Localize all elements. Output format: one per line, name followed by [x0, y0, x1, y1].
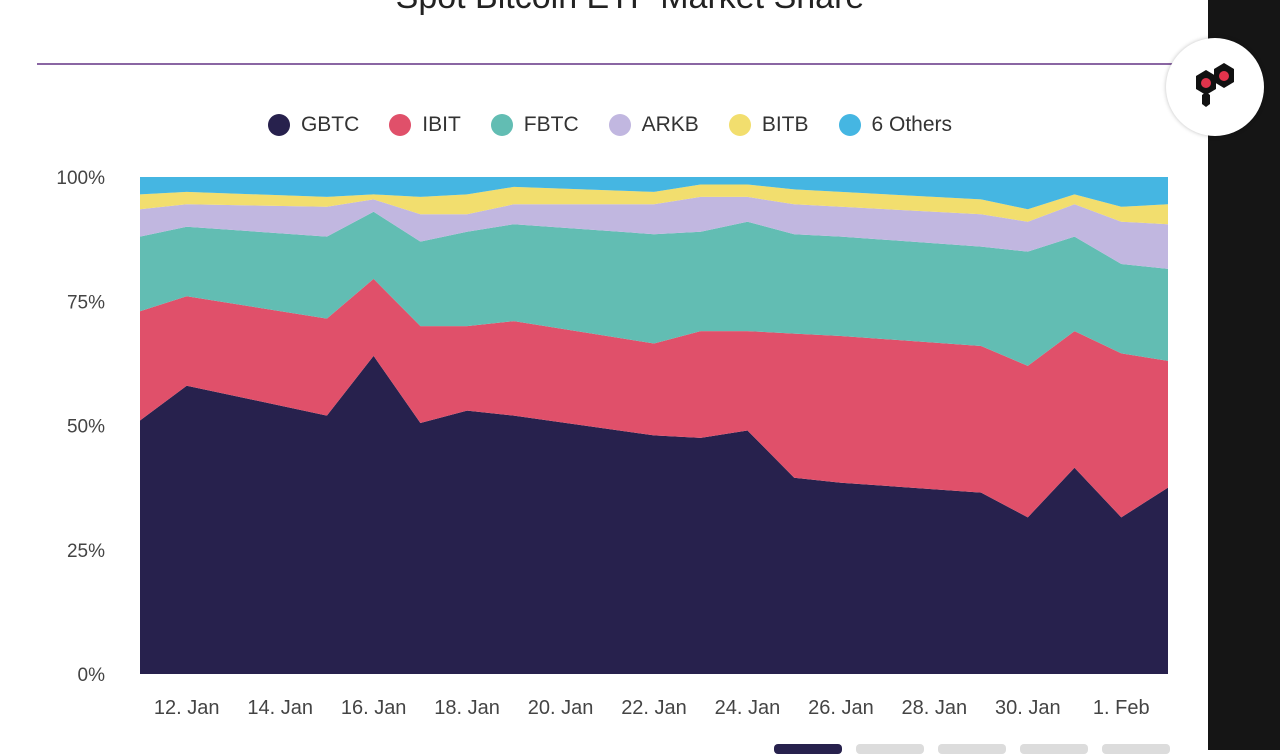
legend-label: ARKB [641, 113, 699, 136]
area-series-6-others[interactable] [140, 177, 1168, 210]
x-tick-label: 12. Jan [154, 697, 220, 719]
legend-label: IBIT [422, 113, 461, 136]
x-tick-label: 18. Jan [434, 697, 500, 719]
control-button-active[interactable] [774, 744, 842, 754]
legend-swatch [389, 114, 412, 136]
area-series-arkb[interactable] [140, 196, 1168, 269]
legend-item[interactable]: IBIT [389, 113, 461, 137]
y-tick-label: 50% [67, 417, 105, 438]
legend-item[interactable]: FBTC [490, 113, 579, 137]
control-button[interactable] [856, 744, 924, 754]
x-tick-label: 22. Jan [621, 697, 687, 719]
title-divider [37, 63, 1174, 65]
legend-item[interactable]: ARKB [608, 113, 699, 137]
hexagon-logo-icon [1196, 63, 1234, 107]
x-tick-label: 20. Jan [528, 697, 594, 719]
chart-title: Spot Bitcoin ETF Market Share [0, 0, 1260, 17]
legend-item[interactable]: BITB [728, 113, 809, 137]
legend-label: GBTC [300, 113, 360, 136]
legend-swatch [490, 114, 513, 136]
control-button[interactable] [1102, 744, 1170, 754]
y-tick-label: 100% [56, 168, 105, 189]
x-tick-label: 28. Jan [902, 697, 968, 719]
area-series-ibit[interactable] [140, 278, 1168, 518]
x-tick-label: 30. Jan [995, 697, 1061, 719]
legend-label: BITB [761, 113, 809, 136]
legend-item[interactable]: GBTC [267, 113, 360, 137]
x-tick-label: 14. Jan [247, 697, 313, 719]
y-tick-label: 75% [67, 292, 105, 313]
legend-label: 6 Others [871, 113, 953, 136]
area-series-bitb[interactable] [140, 184, 1168, 225]
legend-item[interactable]: 6 Others [838, 113, 953, 137]
area-series-fbtc[interactable] [140, 211, 1168, 366]
x-tick-label: 16. Jan [341, 697, 407, 719]
legend-swatch [728, 114, 751, 136]
legend-swatch [838, 114, 861, 136]
x-tick-label: 26. Jan [808, 697, 874, 719]
control-button[interactable] [1020, 744, 1088, 754]
x-tick-label: 1. Feb [1093, 697, 1150, 719]
bottom-controls [774, 744, 1170, 754]
chart-legend: GBTC IBIT FBTC ARKB BITB 6 Others [0, 110, 1220, 140]
x-tick-label: 24. Jan [715, 697, 781, 719]
legend-swatch [267, 114, 290, 136]
legend-label: FBTC [523, 113, 579, 136]
y-tick-label: 0% [78, 665, 106, 686]
y-tick-label: 25% [67, 541, 105, 562]
legend-swatch [608, 114, 631, 136]
area-series-gbtc[interactable] [140, 355, 1168, 674]
control-button[interactable] [938, 744, 1006, 754]
brand-logo-badge[interactable] [1166, 38, 1264, 136]
